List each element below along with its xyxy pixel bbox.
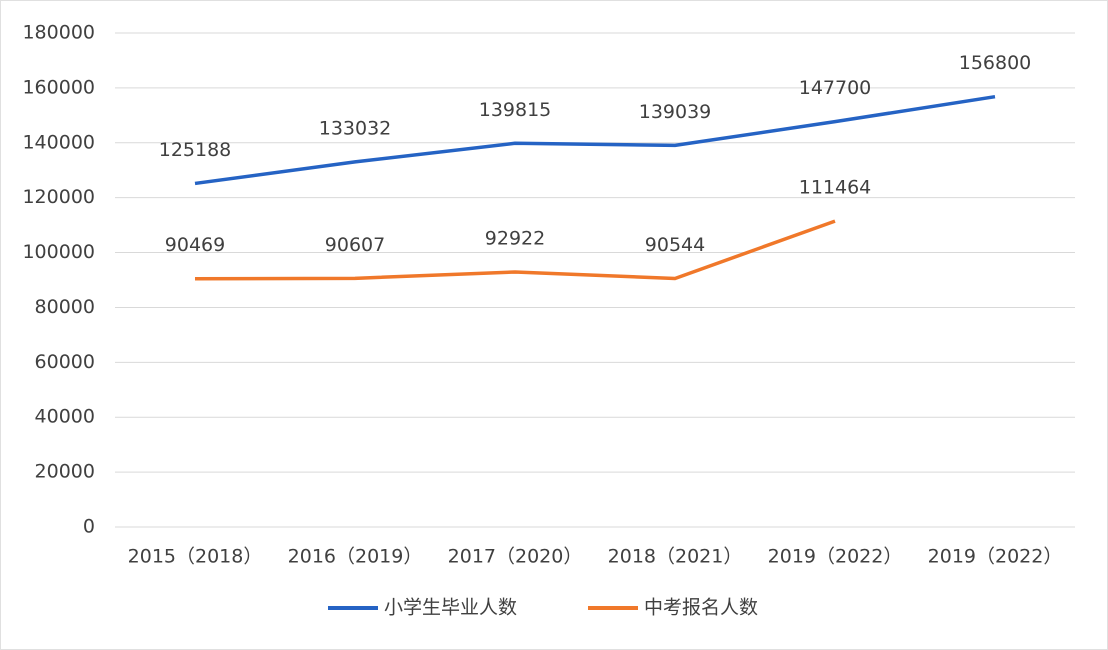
data-label: 92922 bbox=[485, 227, 545, 249]
data-label: 156800 bbox=[959, 52, 1032, 74]
x-tick-label: 2017（2020） bbox=[448, 546, 583, 568]
y-tick-label: 180000 bbox=[22, 22, 95, 44]
data-label: 139815 bbox=[479, 99, 552, 121]
x-tick-label: 2018（2021） bbox=[608, 546, 743, 568]
x-tick-label: 2019（2022） bbox=[768, 546, 903, 568]
series-line bbox=[194, 94, 996, 186]
x-tick-label: 2016（2019） bbox=[288, 546, 423, 568]
y-tick-label: 140000 bbox=[22, 131, 95, 153]
y-tick-label: 60000 bbox=[35, 351, 95, 373]
legend-label: 中考报名人数 bbox=[644, 597, 758, 619]
series-line bbox=[194, 219, 836, 281]
data-label: 133032 bbox=[319, 117, 392, 139]
y-tick-label: 80000 bbox=[35, 296, 95, 318]
legend-label: 小学生毕业人数 bbox=[384, 597, 517, 619]
data-label: 90607 bbox=[325, 234, 385, 256]
data-label: 90544 bbox=[645, 234, 705, 256]
y-tick-label: 120000 bbox=[22, 186, 95, 208]
data-label: 111464 bbox=[799, 177, 872, 199]
x-tick-label: 2019（2022） bbox=[928, 546, 1063, 568]
y-tick-label: 20000 bbox=[35, 461, 95, 483]
data-label: 125188 bbox=[159, 139, 232, 161]
data-label: 90469 bbox=[165, 234, 225, 256]
y-tick-label: 160000 bbox=[22, 76, 95, 98]
data-label: 147700 bbox=[799, 77, 872, 99]
x-tick-label: 2015（2018） bbox=[128, 546, 263, 568]
y-tick-label: 0 bbox=[83, 516, 95, 538]
y-tick-label: 100000 bbox=[22, 241, 95, 263]
y-tick-label: 40000 bbox=[35, 406, 95, 428]
data-label: 139039 bbox=[639, 101, 712, 123]
